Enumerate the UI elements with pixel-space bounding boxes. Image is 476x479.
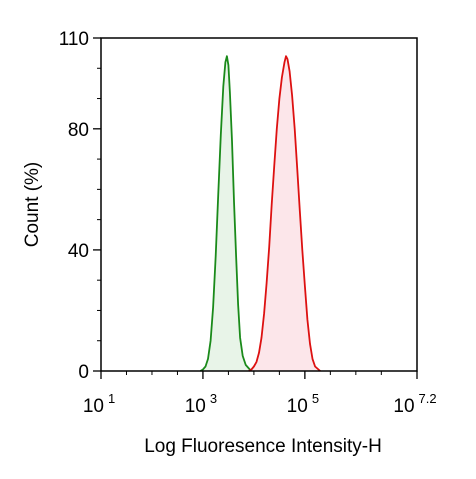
y-tick-label: 110 (59, 29, 89, 50)
y-axis-label: Count (%) (22, 162, 43, 248)
x-tick-label: 10 7.2 (393, 391, 436, 417)
y-tick-label: 80 (68, 120, 89, 141)
y-tick-label: 0 (78, 362, 89, 383)
plot-frame (100, 37, 418, 372)
x-tick-label: 10 1 (83, 391, 115, 417)
series-2-fill (248, 56, 321, 371)
series-layer (199, 55, 321, 372)
y-axis: 0 40 80 110 (59, 29, 101, 383)
x-axis-label: Log Fluoresence Intensity-H (144, 436, 382, 457)
series-1-fill (200, 56, 254, 371)
x-axis: 10 1 10 3 10 5 10 7.2 (83, 371, 437, 417)
x-tick-label: 10 5 (287, 391, 319, 417)
y-tick-label: 40 (68, 241, 89, 262)
series-2-line (248, 55, 321, 372)
x-tick-label: 10 3 (185, 391, 217, 417)
series-1-line (199, 55, 255, 372)
